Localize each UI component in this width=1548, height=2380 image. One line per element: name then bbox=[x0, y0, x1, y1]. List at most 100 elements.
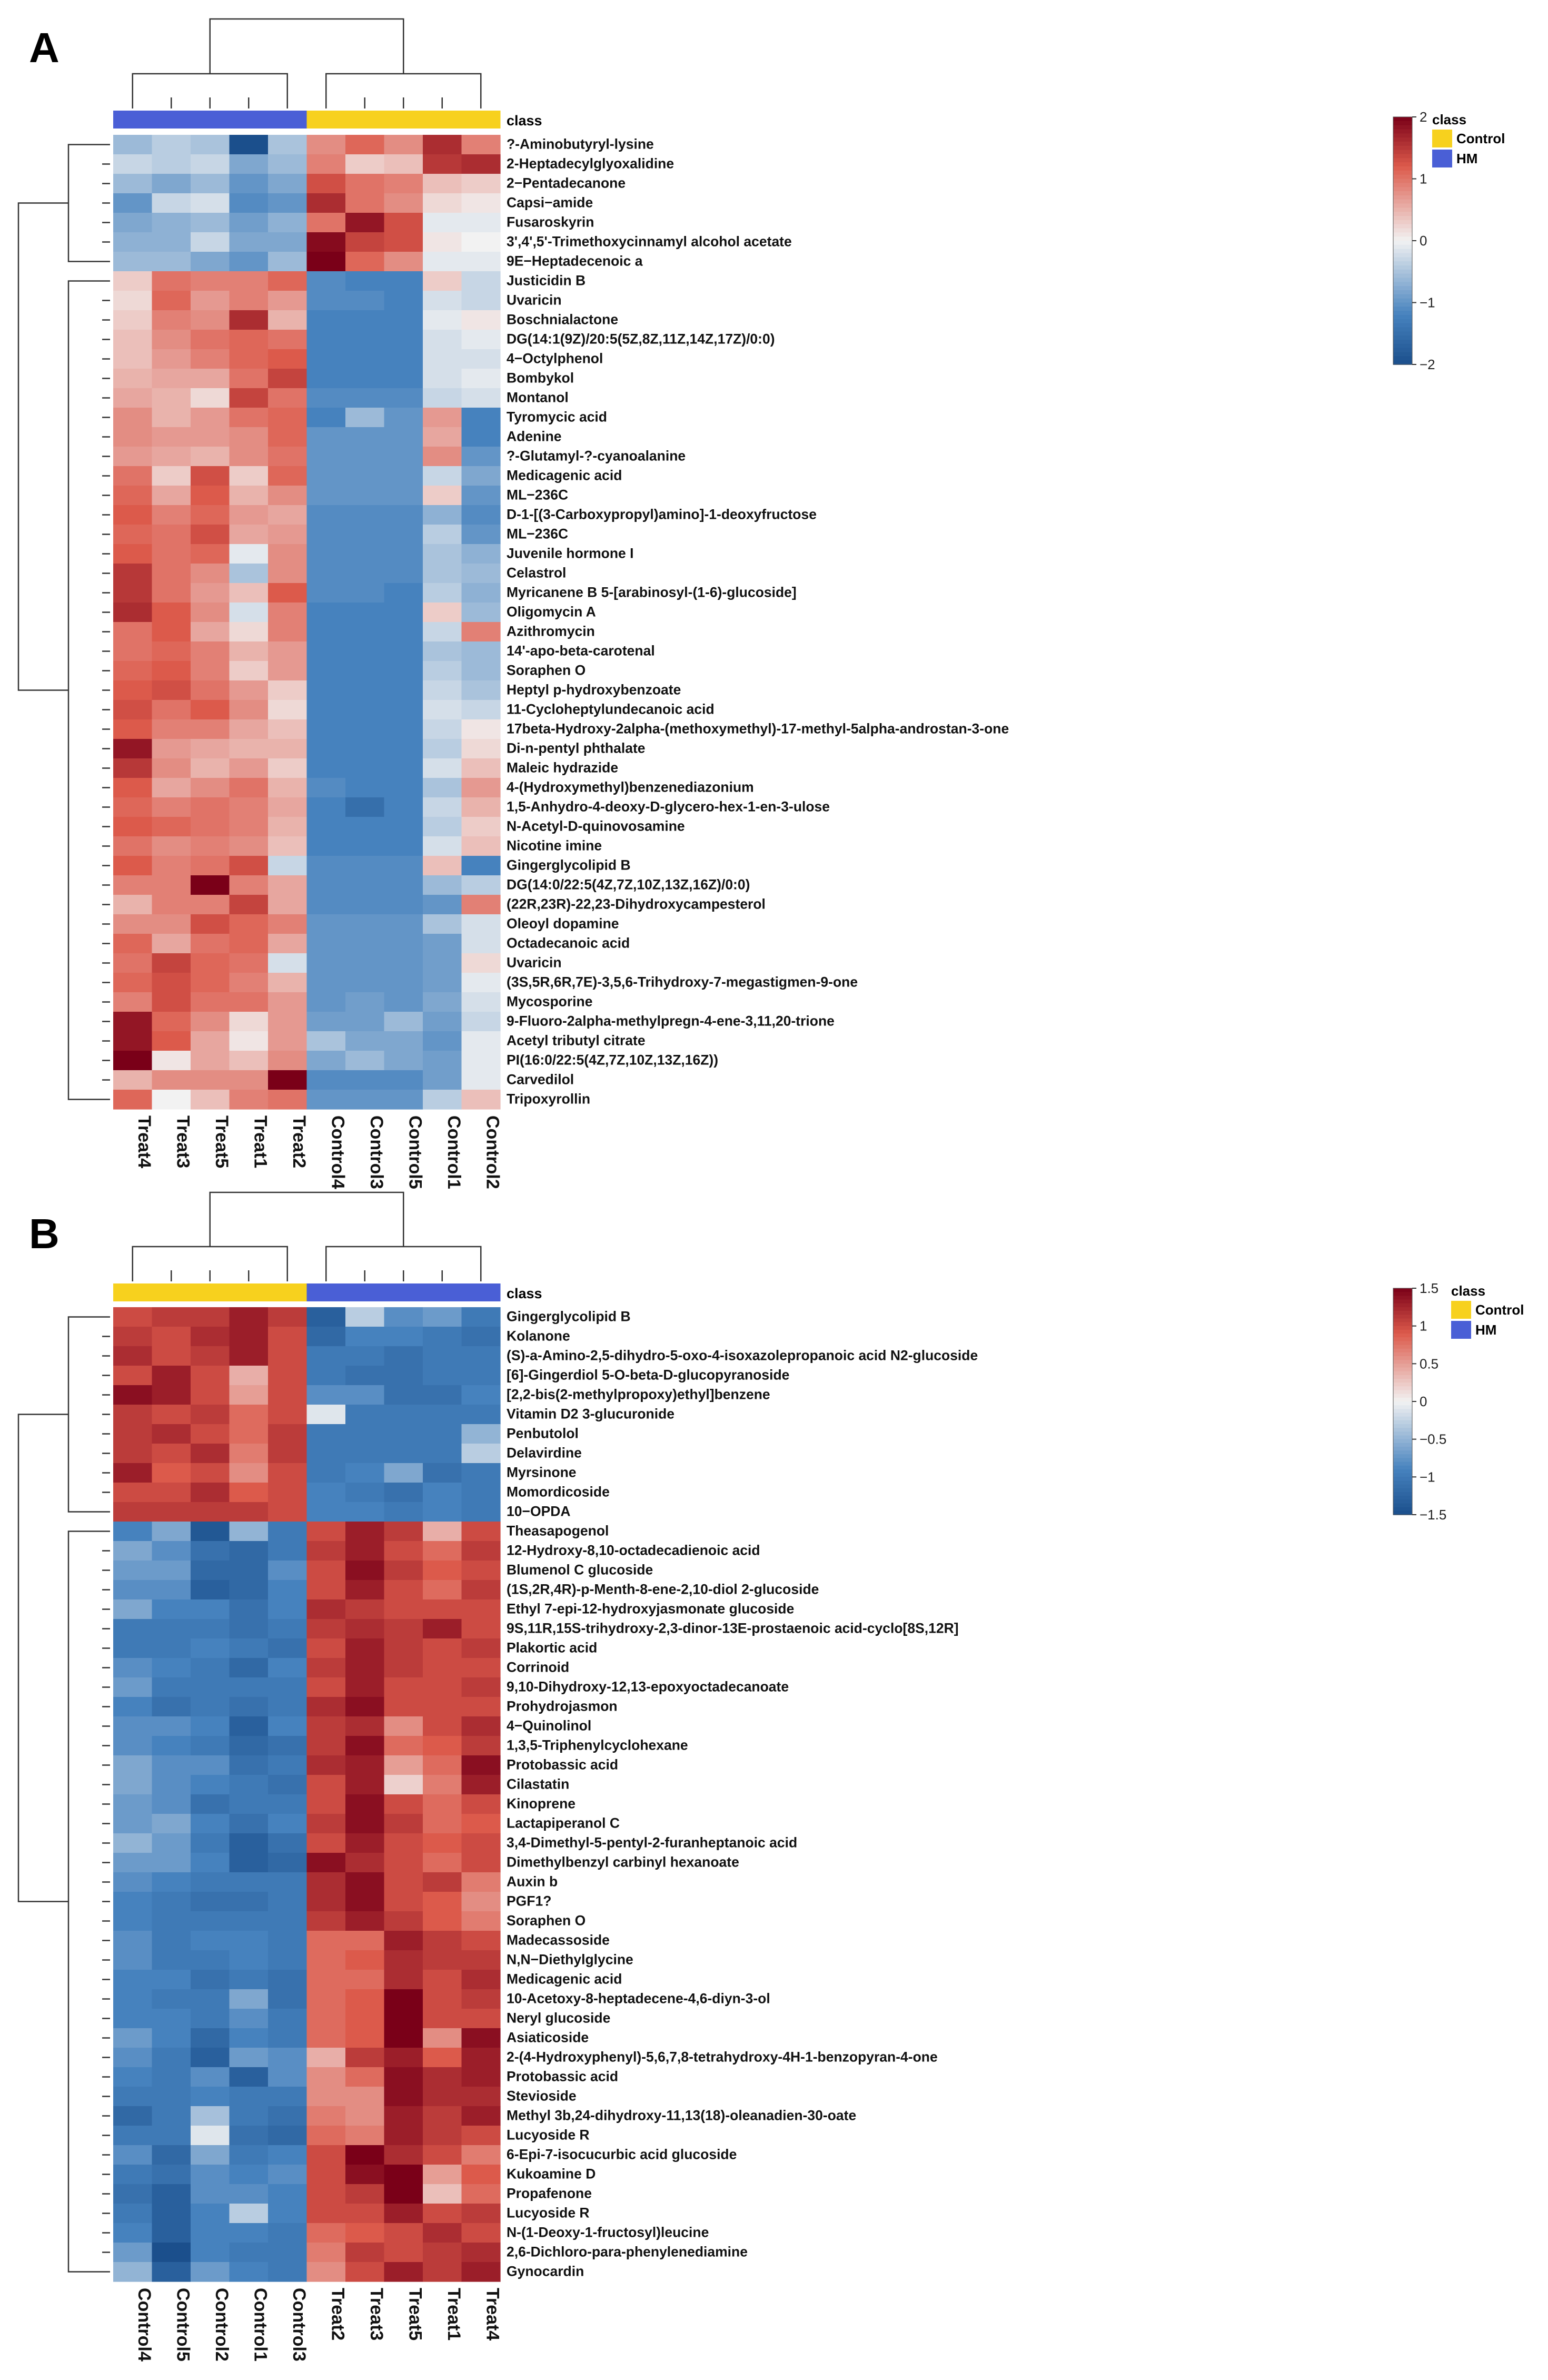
heatmap-cell bbox=[423, 1794, 462, 1814]
heatmap-cell bbox=[345, 564, 385, 584]
heatmap-cell bbox=[384, 2184, 423, 2204]
class-bar-cell bbox=[229, 1283, 269, 1301]
heatmap-cell bbox=[345, 330, 385, 350]
heatmap-cell bbox=[423, 544, 462, 564]
heatmap-cell bbox=[345, 1405, 385, 1425]
heatmap-cell bbox=[461, 1911, 501, 1931]
heatmap-cell bbox=[229, 213, 269, 233]
heatmap-cell bbox=[152, 2145, 191, 2165]
heatmap-cell bbox=[306, 349, 346, 369]
heatmap-cell bbox=[191, 1051, 230, 1071]
heatmap-cell bbox=[191, 2106, 230, 2126]
heatmap-cell bbox=[423, 1561, 462, 1581]
heatmap-cell bbox=[423, 1031, 462, 1051]
heatmap-cell bbox=[191, 1775, 230, 1795]
colorbar-segment bbox=[1393, 1458, 1412, 1463]
heatmap-cell bbox=[229, 1405, 269, 1425]
row-label: PI(16:0/22:5(4Z,7Z,10Z,13Z,16Z)) bbox=[507, 1052, 718, 1068]
heatmap-cell bbox=[384, 2048, 423, 2068]
colorbar-segment bbox=[1393, 137, 1412, 142]
heatmap-cell bbox=[384, 232, 423, 252]
heatmap-cell bbox=[152, 154, 191, 174]
heatmap-cell bbox=[229, 2067, 269, 2087]
column-label: Treat3 bbox=[173, 1115, 193, 1168]
heatmap-cell bbox=[152, 2165, 191, 2185]
heatmap-cell bbox=[152, 973, 191, 993]
heatmap-cell bbox=[113, 1931, 153, 1951]
colorbar-segment bbox=[1393, 1492, 1412, 1496]
heatmap-cell bbox=[113, 1366, 153, 1386]
heatmap-cell bbox=[384, 1677, 423, 1697]
column-label: Control4 bbox=[134, 2288, 154, 2362]
class-bar-cell bbox=[113, 111, 152, 129]
heatmap-cell bbox=[461, 953, 501, 973]
heatmap-cell bbox=[345, 1366, 385, 1386]
heatmap-cell bbox=[461, 680, 501, 700]
colorbar-segment bbox=[1393, 315, 1412, 320]
heatmap-cell bbox=[268, 1970, 307, 1990]
heatmap-cell bbox=[152, 1327, 191, 1347]
heatmap-cell bbox=[423, 1638, 462, 1658]
heatmap-cell bbox=[306, 369, 346, 389]
row-label: Soraphen O bbox=[507, 663, 586, 678]
colorbar-segment bbox=[1393, 340, 1412, 344]
row-label: Azithromycin bbox=[507, 624, 595, 639]
heatmap-cell bbox=[461, 544, 501, 564]
heatmap-cell bbox=[113, 1070, 153, 1090]
heatmap-cell bbox=[152, 291, 191, 311]
row-label: Lactapiperanol C bbox=[507, 1815, 620, 1831]
heatmap-cell bbox=[461, 1012, 501, 1032]
heatmap-cell bbox=[152, 1424, 191, 1444]
row-dendrogram-branch bbox=[67, 1530, 102, 2273]
heatmap-cell bbox=[306, 2145, 346, 2165]
heatmap-cell bbox=[152, 2048, 191, 2068]
heatmap-cell bbox=[461, 2243, 501, 2263]
heatmap-cell bbox=[384, 1580, 423, 1600]
colorbar-segment bbox=[1393, 228, 1412, 233]
heatmap-cell bbox=[306, 739, 346, 759]
heatmap-cell bbox=[461, 466, 501, 486]
heatmap-cell bbox=[113, 2087, 153, 2107]
heatmap-cell bbox=[229, 232, 269, 252]
row-label: 9E−Heptadecenoic a bbox=[507, 253, 643, 269]
colorbar-segment bbox=[1393, 129, 1412, 134]
heatmap-cell bbox=[423, 1989, 462, 2009]
heatmap-cell bbox=[345, 1697, 385, 1717]
heatmap-cell bbox=[306, 1892, 346, 1912]
heatmap-cell bbox=[384, 2028, 423, 2048]
heatmap-cell bbox=[152, 1031, 191, 1051]
row-label: Blumenol C glucoside bbox=[507, 1562, 653, 1578]
heatmap-cell bbox=[345, 408, 385, 428]
column-label: Treat4 bbox=[134, 1115, 154, 1168]
row-label: 1,3,5-Triphenylcyclohexane bbox=[507, 1737, 688, 1753]
heatmap-cell bbox=[229, 1307, 269, 1327]
heatmap-cell bbox=[113, 2009, 153, 2029]
heatmap-cell bbox=[345, 135, 385, 155]
heatmap-cell bbox=[306, 1012, 346, 1032]
heatmap-cell bbox=[268, 1327, 307, 1347]
heatmap-cell bbox=[152, 895, 191, 915]
heatmap-cell bbox=[345, 1989, 385, 2009]
class-bar-cell bbox=[423, 1283, 462, 1301]
colorbar-segment bbox=[1393, 302, 1412, 308]
heatmap-cell bbox=[113, 1755, 153, 1775]
heatmap-cell bbox=[191, 271, 230, 291]
heatmap-cell bbox=[384, 2087, 423, 2107]
heatmap-cell bbox=[268, 505, 307, 525]
heatmap-cell bbox=[384, 1931, 423, 1951]
heatmap-cell bbox=[113, 1012, 153, 1032]
heatmap-cell bbox=[268, 680, 307, 700]
heatmap-cell bbox=[152, 427, 191, 447]
heatmap-cell bbox=[384, 1541, 423, 1561]
heatmap-cell bbox=[384, 758, 423, 778]
row-label: [6]-Gingerdiol 5-O-beta-D-glucopyranosid… bbox=[507, 1367, 789, 1383]
heatmap-cell bbox=[384, 1970, 423, 1990]
heatmap-cell bbox=[268, 1522, 307, 1542]
colorbar-segment bbox=[1393, 1484, 1412, 1489]
heatmap-cell bbox=[306, 2009, 346, 2029]
heatmap-cell bbox=[113, 505, 153, 525]
class-bar-cell bbox=[268, 1283, 307, 1301]
heatmap-cell bbox=[268, 797, 307, 817]
heatmap-cell bbox=[384, 2223, 423, 2243]
